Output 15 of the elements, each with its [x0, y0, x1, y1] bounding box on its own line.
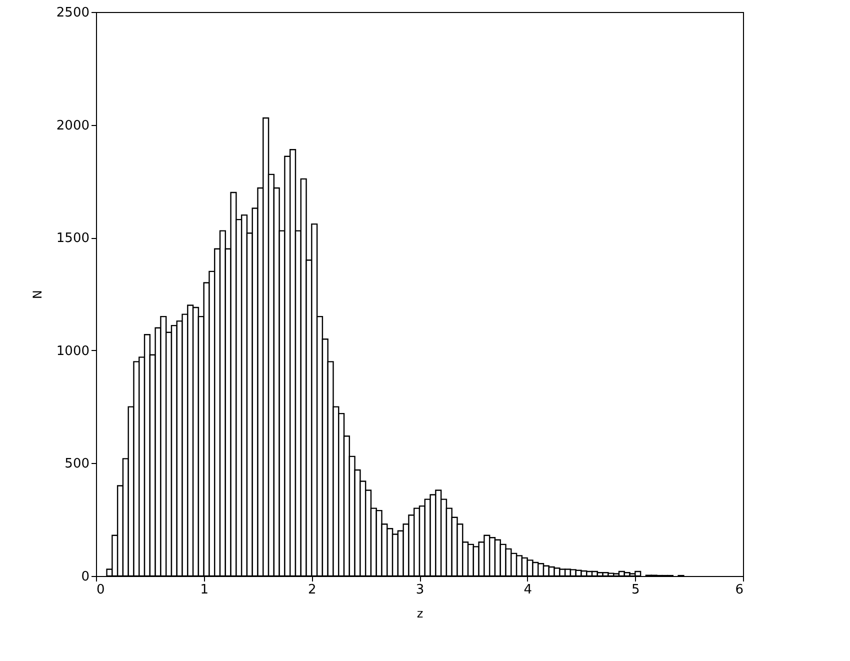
x-tick-label: 3 [416, 582, 424, 598]
x-tick-label: 0 [96, 582, 105, 598]
y-axis-title: N [30, 290, 44, 299]
y-tick-label: 1500 [56, 231, 90, 246]
y-tick-label: 0 [81, 570, 90, 584]
x-tick-label: 1 [200, 582, 208, 598]
y-tick-label: 2000 [56, 118, 90, 134]
x-tick-label: 4 [524, 582, 532, 598]
x-tick-label: 6 [735, 582, 744, 598]
x-axis-title: z [416, 606, 424, 620]
x-tick-label: 2 [308, 582, 316, 598]
x-tick-label: 5 [632, 582, 640, 598]
y-tick-label: 1000 [56, 344, 90, 359]
y-tick-label: 2500 [56, 6, 90, 20]
y-tick-label: 500 [64, 456, 90, 472]
